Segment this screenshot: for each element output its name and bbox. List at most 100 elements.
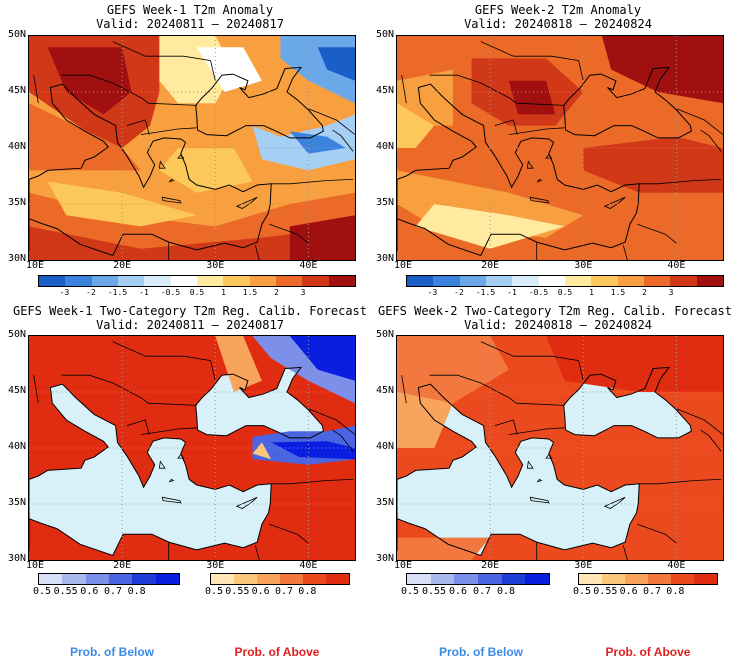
prob-below-swatch (39, 574, 63, 584)
anomaly-colorbar-label: -1 (139, 288, 149, 297)
panel2-valid: Valid: 20240818 – 20240824 (464, 17, 652, 31)
prob-below-swatch (501, 574, 526, 584)
week1-probability-map (28, 335, 356, 561)
anomaly-swatch (275, 276, 303, 286)
anomaly-swatch (223, 276, 250, 286)
anomaly-colorbar-label: -3 (59, 288, 70, 297)
anomaly-swatch (670, 276, 697, 286)
prob-below-swatch (525, 574, 550, 584)
probability-colorbar-label: 0.6 (619, 586, 638, 597)
probability-colorbar-label: 0.8 (666, 586, 685, 597)
probability-colorbar-label: 0.8 (496, 586, 516, 597)
anomaly-colorbar-label: -0.5 (528, 288, 549, 297)
lat-tick-label: 45N (375, 385, 394, 396)
prob-above-swatch (234, 574, 257, 584)
probability-colorbar-label: 0.7 (472, 586, 492, 597)
anomaly-swatch (512, 276, 539, 286)
panel4-title: GEFS Week-2 Two-Category T2m Reg. Calib.… (377, 304, 732, 318)
anomaly-colorbar-label: -2 (454, 288, 464, 297)
lon-tick-label: 20E (481, 260, 500, 271)
panel4-valid: Valid: 20240818 – 20240824 (464, 318, 652, 332)
lon-tick-label: 40E (299, 560, 318, 571)
prob-above-swatch (671, 574, 694, 584)
prob-above-swatch (280, 574, 303, 584)
prob-below-swatch (430, 574, 455, 584)
lon-tick-label: 20E (481, 560, 500, 571)
lon-tick-label: 40E (299, 260, 318, 271)
probability-colorbar-label: 0.6 (80, 586, 99, 597)
prob-above-swatch (211, 574, 234, 584)
probability-colorbar-label: 0.6 (251, 586, 270, 597)
lat-tick-label: 30N (7, 253, 26, 264)
lon-tick-label: 30E (206, 260, 225, 271)
anomaly-swatch (117, 276, 145, 286)
anomaly-swatch (538, 276, 565, 286)
anomaly-colorbar-label: -2 (86, 288, 96, 297)
probability-colorbar-label: 0.5 (400, 586, 420, 597)
lat-tick-label: 35N (375, 197, 394, 208)
week1-anomaly-field (29, 36, 355, 260)
anomaly-swatch (144, 276, 171, 286)
week1-prob-above-label: Prob. of Above (234, 645, 320, 659)
anomaly-swatch (459, 276, 486, 286)
prob-above-swatch (257, 574, 280, 584)
lon-tick-label: 40E (667, 560, 686, 571)
anomaly-colorbar-label: 0.5 (557, 288, 573, 297)
probability-colorbar-label: 0.8 (127, 586, 146, 597)
probability-colorbar-label: 0.8 (298, 586, 317, 597)
prob-above-swatch (694, 574, 717, 584)
week1-anomaly-map (28, 35, 356, 261)
anomaly-colorbar-label: -1.5 (475, 288, 496, 297)
lon-tick-label: 10E (25, 560, 45, 571)
lon-tick-label: 10E (393, 260, 413, 271)
lat-tick-label: 50N (7, 329, 26, 340)
anomaly-swatch (407, 276, 434, 286)
week2-prob-below-label: Prob. of Below (439, 645, 523, 659)
anomaly-colorbar-label: 2 (642, 288, 647, 297)
lon-tick-label: 30E (206, 560, 225, 571)
anomaly-swatch (485, 276, 513, 286)
anomaly-swatch (39, 276, 66, 286)
week2-above-colorbar (578, 573, 718, 585)
week2-prob-above-label: Prob. of Above (605, 645, 691, 659)
prob-above-swatch (326, 574, 349, 584)
anomaly-colorbar-label: -1 (507, 288, 517, 297)
probability-colorbar-label: 0.55 (421, 586, 447, 597)
week2-probability-field (397, 336, 723, 560)
lat-tick-label: 40N (375, 441, 394, 452)
week2-anomaly-colorbar (406, 275, 724, 287)
lon-tick-label: 10E (25, 260, 45, 271)
week1-above-colorbar (210, 573, 350, 585)
lat-tick-label: 50N (375, 29, 394, 40)
anomaly-swatch (170, 276, 197, 286)
lat-tick-label: 35N (375, 497, 394, 508)
prob-below-swatch (132, 574, 156, 584)
anomaly-swatch (91, 276, 118, 286)
anomaly-swatch (643, 276, 671, 286)
prob-above-swatch (648, 574, 671, 584)
lat-tick-label: 30N (375, 553, 394, 564)
week2-below-colorbar (406, 573, 550, 585)
panel3-valid: Valid: 20240811 – 20240817 (96, 318, 284, 332)
anomaly-colorbar-label: -1.5 (107, 288, 128, 297)
panel1-valid: Valid: 20240811 – 20240817 (96, 17, 284, 31)
lat-tick-label: 40N (375, 141, 394, 152)
panel1-title: GEFS Week-1 T2m Anomaly (106, 3, 274, 17)
prob-below-swatch (85, 574, 109, 584)
prob-above-swatch (303, 574, 326, 584)
anomaly-swatch (196, 276, 224, 286)
panel2-title: GEFS Week-2 T2m Anomaly (474, 3, 642, 17)
lat-tick-label: 50N (7, 29, 26, 40)
prob-above-swatch (579, 574, 602, 584)
lon-tick-label: 40E (667, 260, 686, 271)
lat-tick-label: 40N (7, 141, 26, 152)
prob-above-swatch (625, 574, 648, 584)
prob-below-swatch (62, 574, 86, 584)
anomaly-swatch (249, 276, 276, 286)
week1-prob-below-label: Prob. of Below (70, 645, 154, 659)
anomaly-swatch (302, 276, 329, 286)
week2-anomaly-field (397, 36, 723, 260)
anomaly-colorbar-label: 1.5 (610, 288, 626, 297)
anomaly-colorbar-label: 3 (300, 288, 306, 297)
probability-colorbar-label: 0.7 (103, 586, 123, 597)
